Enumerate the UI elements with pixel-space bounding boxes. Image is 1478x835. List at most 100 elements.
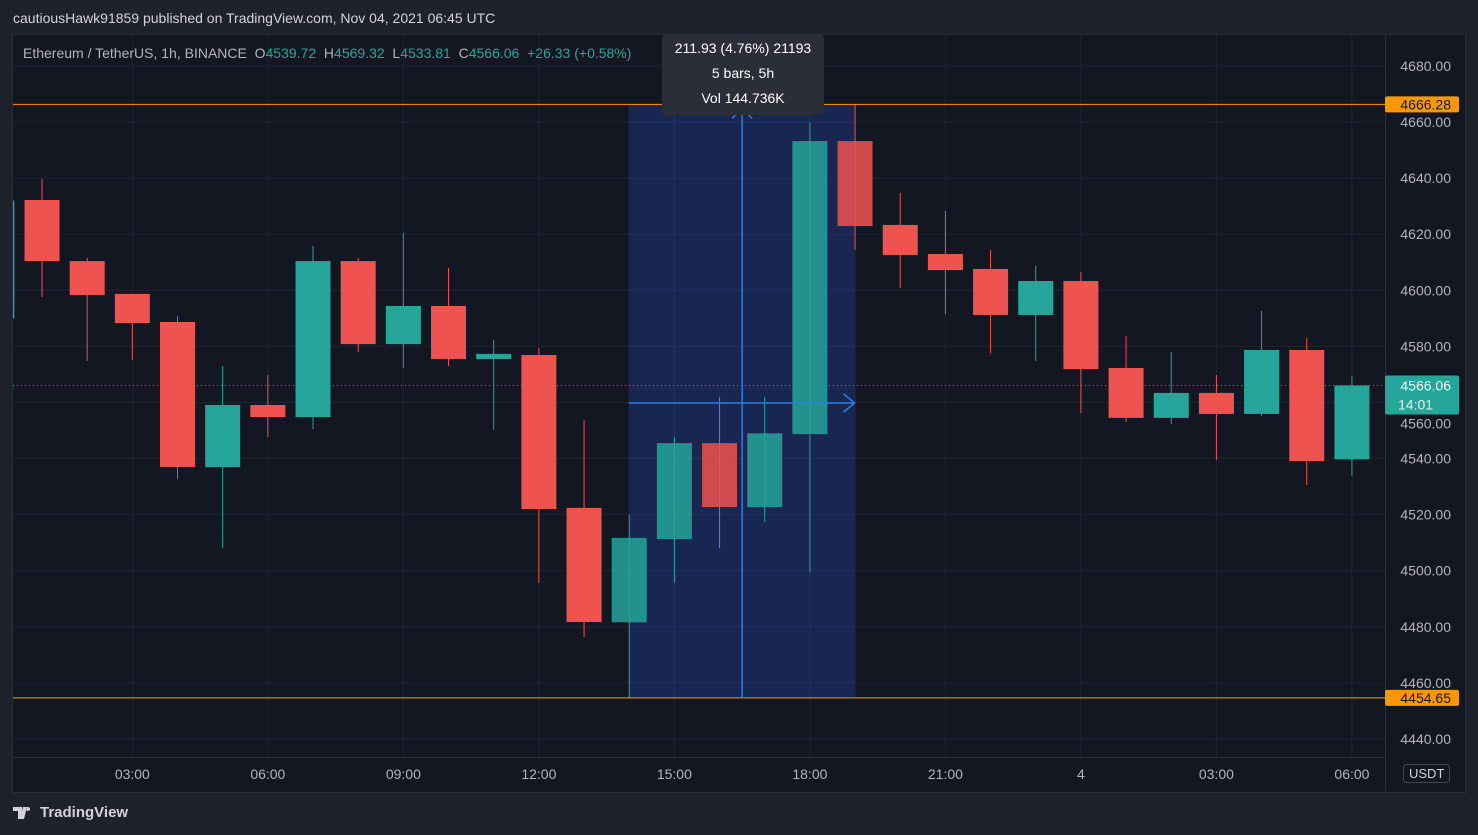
candle [521, 348, 557, 584]
candle [1063, 272, 1099, 414]
measure-volume: Vol 144.736K [701, 90, 785, 106]
price-tick-label: 4600.00 [1400, 282, 1451, 298]
candle [702, 396, 738, 549]
candle-body [476, 353, 512, 359]
candle [927, 210, 963, 315]
candle [114, 293, 150, 361]
candle-body [69, 261, 105, 296]
candle [340, 258, 376, 352]
candle [431, 267, 467, 366]
candle-body [837, 141, 873, 227]
price-tick-label: 4580.00 [1400, 338, 1451, 354]
price-tick-label: 4480.00 [1400, 619, 1451, 635]
close-label: C [458, 45, 469, 61]
symbol-legend: Ethereum / TetherUS, 1h, BINANCE O4539.7… [23, 45, 631, 61]
candle-body [385, 305, 421, 345]
price-tick-label: 4520.00 [1400, 507, 1451, 523]
candle [160, 316, 196, 480]
tradingview-logo[interactable]: TradingView [13, 804, 128, 821]
price-tick-label: 4660.00 [1400, 114, 1451, 130]
candle-body [927, 254, 963, 271]
candle-body [114, 293, 150, 324]
plot-area [13, 35, 1385, 757]
time-tick-label: 09:00 [386, 766, 421, 782]
candle-body [431, 305, 467, 359]
candle-body [611, 537, 647, 623]
candle-body [973, 268, 1009, 315]
time-tick-label: 4 [1077, 766, 1085, 782]
candle-body [1108, 367, 1144, 418]
open-label: O [254, 45, 266, 61]
price-tick-label: 4620.00 [1400, 226, 1451, 242]
measure-bars: 5 bars, 5h [711, 65, 775, 81]
logo-text: TradingView [40, 804, 129, 821]
candle [1289, 337, 1325, 485]
candle [1198, 374, 1234, 460]
candle-body [702, 443, 738, 508]
price-tick-label: 4440.00 [1400, 731, 1451, 747]
candle [13, 200, 15, 319]
time-tick-label: 06:00 [1334, 766, 1369, 782]
last-price-label: 4566.06 [1400, 377, 1451, 393]
candle-body [1063, 281, 1099, 370]
price-tick-label: 4560.00 [1400, 415, 1451, 431]
candle [1153, 351, 1189, 425]
candle [747, 396, 783, 522]
candle-body [656, 443, 692, 540]
price-tick-label: 4680.00 [1400, 58, 1451, 74]
candle [566, 420, 602, 637]
candle-body [1334, 385, 1370, 460]
currency-button[interactable]: USDT [1403, 764, 1451, 783]
open-value: 4539.72 [265, 45, 317, 61]
time-tick-label: 21:00 [928, 766, 963, 782]
candle [1334, 376, 1370, 476]
candle [476, 339, 512, 430]
candle [1018, 265, 1054, 361]
candle [973, 249, 1009, 354]
candle [1244, 311, 1280, 416]
bar-countdown-label: 14:01 [1398, 396, 1433, 412]
level-price-label: 4666.28 [1400, 96, 1451, 112]
candle-body [882, 224, 918, 255]
candle-body [521, 355, 557, 510]
candle-body [566, 507, 602, 623]
measure-change: 211.93 (4.76%) 21193 [674, 40, 812, 56]
candle-body [24, 199, 60, 262]
level-price-tag [1385, 689, 1459, 706]
candle-body [1244, 350, 1280, 414]
change-value: +26.33 (+0.58%) [527, 45, 632, 61]
measure-tooltip: 211.93 (4.76%) 21193 5 bars, 5h Vol 144.… [662, 35, 824, 115]
candle-body [792, 141, 828, 435]
arrow-head-icon [843, 393, 856, 413]
low-label: L [392, 45, 401, 61]
level-price-tag [1385, 96, 1459, 113]
tradingview-logo-icon [13, 806, 31, 819]
price-tick-label: 4460.00 [1400, 675, 1451, 691]
candle-body [160, 321, 196, 467]
candle-body [250, 404, 286, 418]
candle-body [1153, 392, 1189, 418]
candle-body [205, 404, 241, 467]
time-tick-label: 06:00 [250, 766, 285, 782]
candle-body [1198, 392, 1234, 414]
price-tick-label: 4540.00 [1400, 451, 1451, 467]
price-tick-label: 4640.00 [1400, 170, 1451, 186]
candle [24, 178, 60, 298]
candle [205, 365, 241, 549]
high-value: 4569.32 [334, 45, 385, 61]
close-value: 4566.06 [468, 45, 520, 61]
candle-body [13, 200, 15, 319]
low-value: 4533.81 [400, 45, 451, 61]
time-tick-label: 03:00 [115, 766, 150, 782]
time-tick-label: 03:00 [1199, 766, 1234, 782]
candle [656, 436, 692, 584]
candle [611, 514, 647, 699]
candle-body [1289, 350, 1325, 462]
publish-info: cautiousHawk91859 published on TradingVi… [13, 10, 496, 26]
high-label: H [323, 45, 335, 61]
time-tick-label: 15:00 [657, 766, 692, 782]
level-price-label: 4454.65 [1400, 690, 1451, 706]
candle-body [1018, 281, 1054, 315]
time-tick-label: 12:00 [521, 766, 556, 782]
